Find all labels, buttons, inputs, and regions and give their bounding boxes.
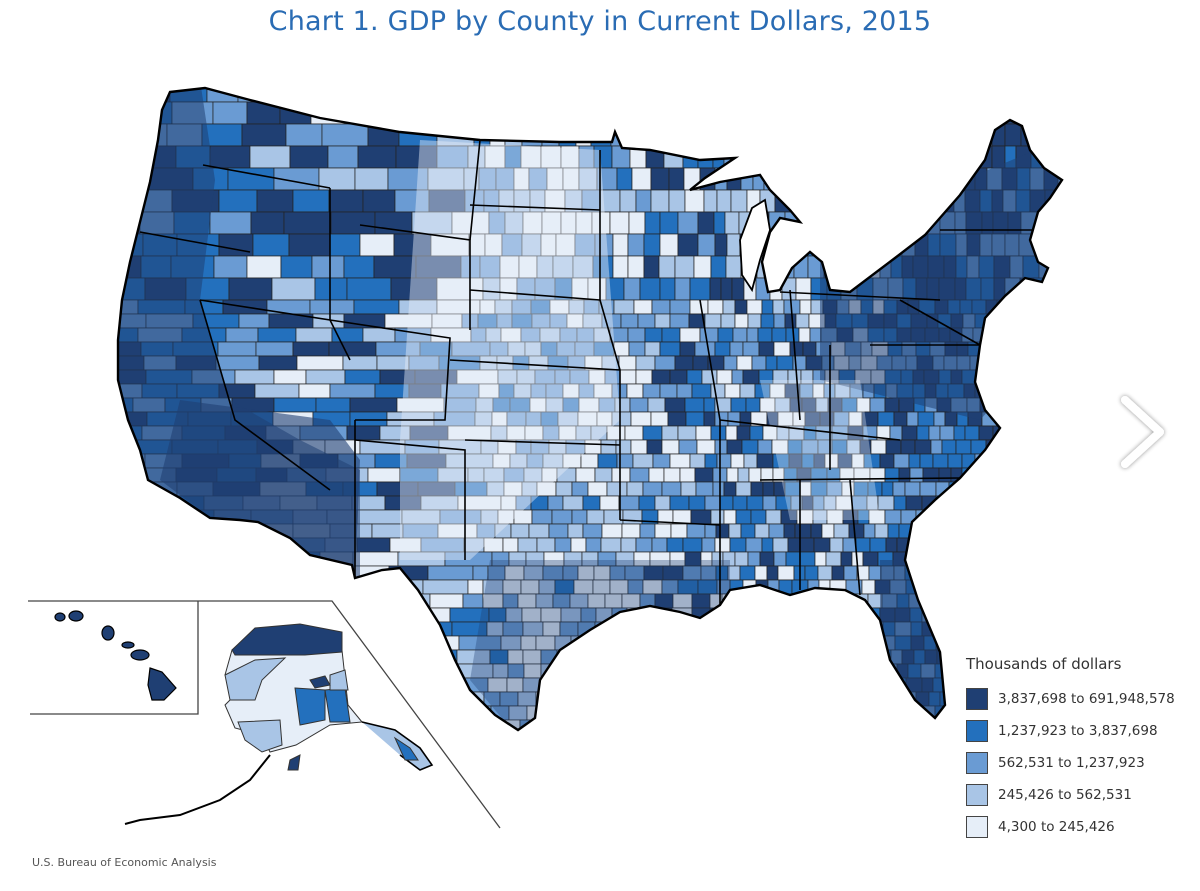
legend-item: 245,426 to 562,531 [966,779,1175,811]
legend-item: 1,237,923 to 3,837,698 [966,715,1175,747]
legend-title: Thousands of dollars [966,655,1122,673]
legend-swatch [966,784,988,806]
lake-michigan [739,198,771,293]
alaska-inset [124,623,434,825]
hawaii-inset [54,610,177,701]
legend-swatch [966,816,988,838]
legend-swatch [966,688,988,710]
legend-item: 4,300 to 245,426 [966,811,1175,843]
legend-label: 4,300 to 245,426 [998,819,1115,835]
legend-swatch [966,720,988,742]
legend-label: 3,837,698 to 691,948,578 [998,691,1175,707]
legend-label: 1,237,923 to 3,837,698 [998,723,1158,739]
chart-title: Chart 1. GDP by County in Current Dollar… [268,6,932,37]
legend-swatch [966,752,988,774]
legend-item: 3,837,698 to 691,948,578 [966,683,1175,715]
next-slide-button[interactable] [1118,395,1168,471]
legend: Thousands of dollars 3,837,698 to 691,94… [966,655,1175,843]
inset-frame [28,600,501,829]
legend-label: 245,426 to 562,531 [998,787,1132,803]
chevron-right-icon [1121,396,1164,468]
legend-label: 562,531 to 1,237,923 [998,755,1145,771]
legend-item: 562,531 to 1,237,923 [966,747,1175,779]
source-credit: U.S. Bureau of Economic Analysis [32,856,217,869]
